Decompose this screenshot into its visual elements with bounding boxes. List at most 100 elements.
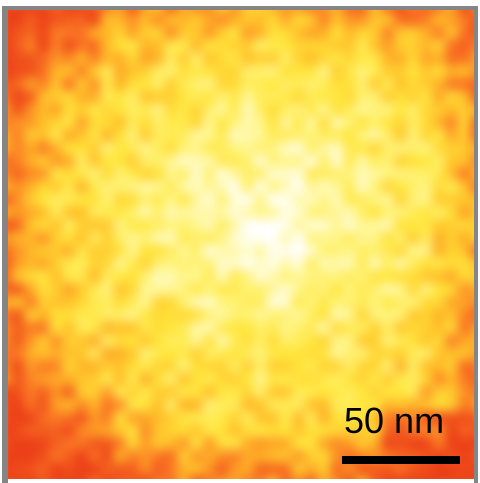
intensity-pixel bbox=[406, 90, 421, 104]
intensity-pixel bbox=[24, 334, 38, 348]
intensity-pixel bbox=[381, 244, 395, 258]
intensity-pixel bbox=[445, 90, 459, 104]
intensity-pixel bbox=[343, 180, 357, 194]
intensity-pixel bbox=[87, 167, 102, 181]
intensity-pixel bbox=[75, 449, 89, 464]
intensity-pixel bbox=[266, 218, 280, 233]
intensity-pixel bbox=[62, 167, 76, 181]
intensity-pixel bbox=[432, 308, 446, 323]
intensity-pixel bbox=[304, 347, 319, 361]
intensity-pixel bbox=[151, 13, 166, 27]
intensity-pixel bbox=[87, 218, 102, 233]
intensity-pixel bbox=[406, 411, 421, 425]
intensity-pixel bbox=[419, 295, 433, 310]
intensity-pixel bbox=[87, 462, 102, 477]
intensity-pixel bbox=[138, 334, 153, 348]
intensity-pixel bbox=[470, 231, 474, 246]
intensity-pixel bbox=[253, 385, 268, 400]
intensity-pixel bbox=[215, 372, 229, 387]
intensity-pixel bbox=[406, 128, 421, 143]
intensity-pixel bbox=[36, 77, 51, 92]
intensity-pixel bbox=[100, 347, 115, 361]
intensity-pixel bbox=[381, 437, 395, 451]
intensity-pixel bbox=[266, 116, 280, 130]
intensity-pixel bbox=[457, 360, 472, 374]
intensity-pixel bbox=[330, 347, 344, 361]
intensity-pixel bbox=[177, 257, 191, 271]
intensity-pixel bbox=[100, 424, 115, 438]
intensity-pixel bbox=[355, 283, 370, 297]
intensity-pixel bbox=[457, 308, 472, 323]
intensity-pixel bbox=[49, 295, 64, 310]
intensity-pixel bbox=[11, 360, 25, 374]
intensity-pixel bbox=[406, 64, 421, 79]
intensity-pixel bbox=[215, 167, 229, 181]
intensity-pixel bbox=[394, 334, 408, 348]
intensity-pixel bbox=[202, 180, 217, 194]
intensity-pixel bbox=[241, 398, 255, 412]
intensity-pixel bbox=[343, 51, 357, 66]
intensity-pixel bbox=[317, 64, 331, 79]
intensity-pixel bbox=[8, 437, 13, 451]
intensity-pixel bbox=[138, 360, 153, 374]
intensity-pixel bbox=[406, 475, 421, 479]
intensity-pixel bbox=[49, 449, 64, 464]
intensity-pixel bbox=[368, 424, 382, 438]
intensity-pixel bbox=[202, 205, 217, 220]
intensity-pixel bbox=[11, 321, 25, 335]
intensity-pixel bbox=[49, 398, 64, 412]
intensity-pixel bbox=[368, 398, 382, 412]
intensity-pixel bbox=[355, 398, 370, 412]
intensity-pixel bbox=[406, 51, 421, 66]
intensity-pixel bbox=[406, 193, 421, 207]
intensity-pixel bbox=[432, 193, 446, 207]
intensity-pixel bbox=[126, 180, 140, 194]
intensity-pixel bbox=[164, 308, 178, 323]
intensity-pixel bbox=[36, 449, 51, 464]
intensity-pixel bbox=[304, 13, 319, 27]
intensity-pixel bbox=[62, 321, 76, 335]
intensity-pixel bbox=[177, 475, 191, 479]
intensity-pixel bbox=[75, 39, 89, 53]
intensity-pixel bbox=[368, 154, 382, 169]
intensity-pixel bbox=[113, 103, 127, 117]
intensity-pixel bbox=[343, 257, 357, 271]
intensity-pixel bbox=[279, 437, 293, 451]
intensity-pixel bbox=[355, 321, 370, 335]
intensity-pixel bbox=[138, 51, 153, 66]
intensity-pixel bbox=[355, 218, 370, 233]
intensity-pixel bbox=[253, 475, 268, 479]
intensity-pixel bbox=[228, 449, 242, 464]
intensity-pixel bbox=[419, 334, 433, 348]
intensity-pixel bbox=[241, 462, 255, 477]
intensity-pixel bbox=[457, 193, 472, 207]
intensity-pixel bbox=[113, 193, 127, 207]
intensity-pixel bbox=[317, 449, 331, 464]
intensity-pixel bbox=[432, 398, 446, 412]
intensity-pixel bbox=[87, 244, 102, 258]
intensity-pixel bbox=[266, 398, 280, 412]
intensity-pixel bbox=[138, 372, 153, 387]
intensity-pixel bbox=[100, 218, 115, 233]
intensity-pixel bbox=[330, 321, 344, 335]
intensity-pixel bbox=[36, 218, 51, 233]
intensity-pixel bbox=[343, 424, 357, 438]
intensity-pixel bbox=[113, 385, 127, 400]
intensity-pixel bbox=[24, 295, 38, 310]
intensity-pixel bbox=[75, 116, 89, 130]
intensity-pixel bbox=[202, 449, 217, 464]
intensity-pixel bbox=[151, 26, 166, 40]
intensity-pixel bbox=[381, 103, 395, 117]
intensity-pixel bbox=[406, 257, 421, 271]
intensity-pixel bbox=[292, 308, 306, 323]
intensity-pixel bbox=[419, 360, 433, 374]
intensity-pixel bbox=[253, 128, 268, 143]
intensity-pixel bbox=[432, 437, 446, 451]
intensity-pixel bbox=[470, 347, 474, 361]
intensity-pixel bbox=[279, 205, 293, 220]
intensity-pixel bbox=[49, 64, 64, 79]
intensity-pixel bbox=[330, 449, 344, 464]
intensity-pixel bbox=[164, 51, 178, 66]
intensity-pixel bbox=[432, 154, 446, 169]
